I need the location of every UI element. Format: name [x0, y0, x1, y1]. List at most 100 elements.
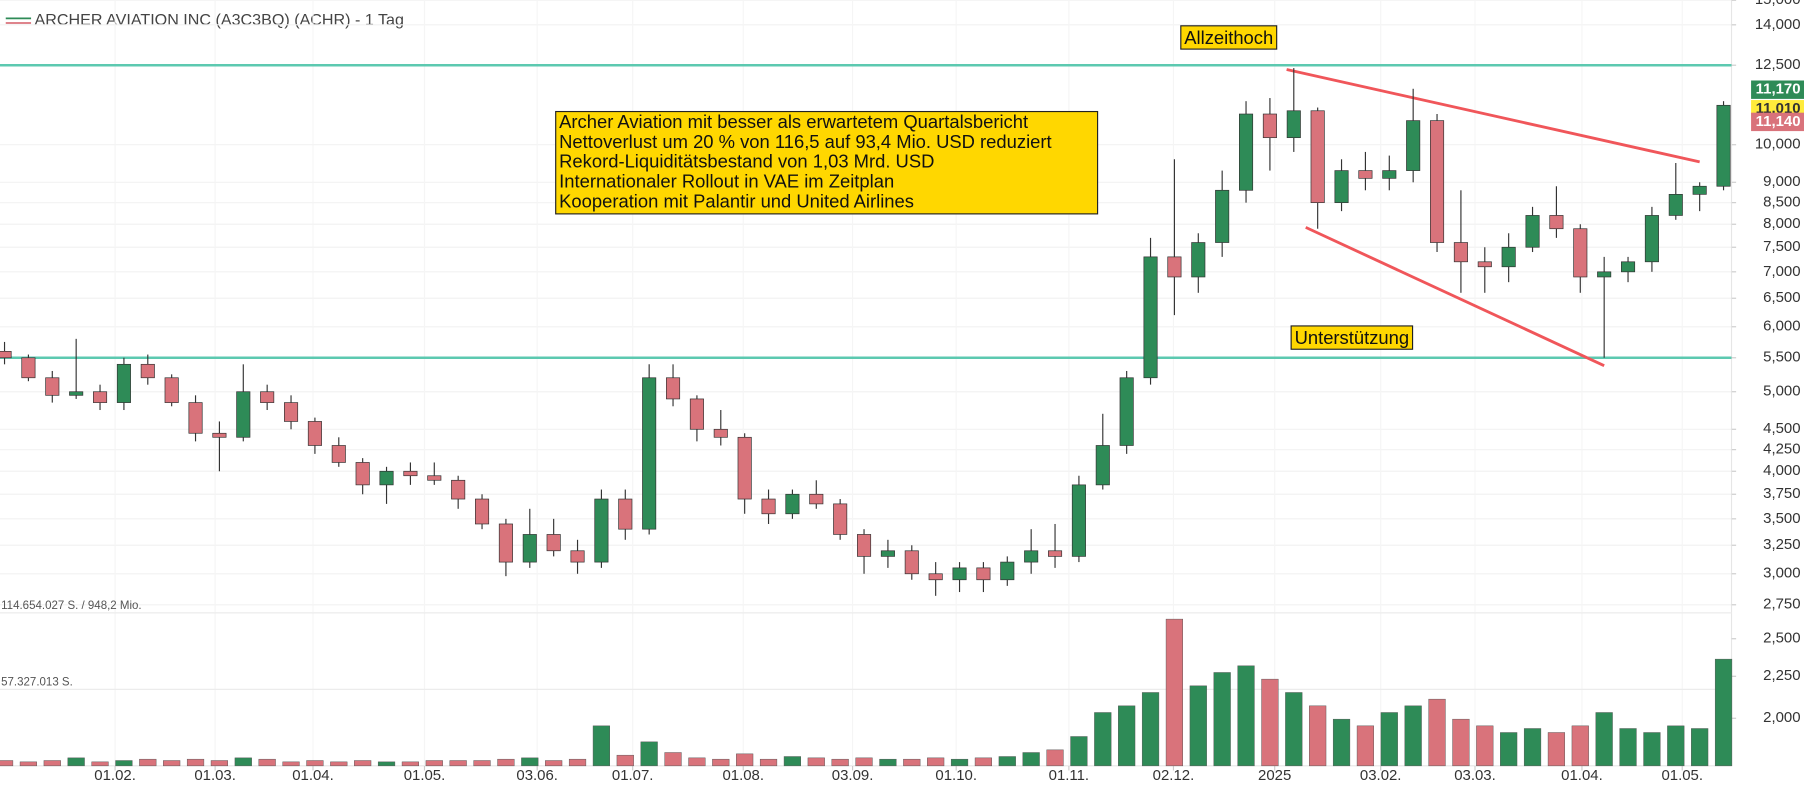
- candle-body: [1573, 228, 1588, 278]
- volume-bar: [688, 757, 706, 767]
- volume-bar: [521, 757, 539, 767]
- volume-bar: [449, 760, 467, 767]
- volume-bar: [1428, 698, 1446, 767]
- y-tick-label: 4,500: [1763, 420, 1800, 437]
- volume-bar: [879, 758, 897, 767]
- candle-body: [1644, 215, 1659, 263]
- volume-bar: [1571, 725, 1589, 767]
- volume-bar: [1547, 732, 1566, 767]
- y-tick-label: 3,000: [1763, 565, 1800, 582]
- trend-line: [1305, 226, 1605, 367]
- x-tick-label: 01.05.: [1661, 767, 1703, 784]
- volume-bar: [139, 758, 157, 767]
- level-label-box: [1290, 325, 1414, 350]
- candle-body: [427, 475, 442, 481]
- volume-bar: [998, 756, 1016, 767]
- volume-bar: [91, 761, 109, 767]
- volume-bar: [1619, 728, 1637, 767]
- price-tag-label: 11,170: [1756, 81, 1801, 98]
- candle-body: [642, 377, 657, 530]
- volume-tick-label: 57.327.013 S.: [1, 677, 73, 689]
- level-label: Allzeithoch: [1184, 27, 1273, 48]
- volume-bar: [974, 757, 993, 767]
- candle-body: [1334, 170, 1349, 203]
- volume-bar: [1165, 618, 1184, 767]
- annotation-box: [555, 110, 1099, 215]
- volume-bar: [616, 754, 634, 767]
- volume-tick-label: 114.654.027 S. / 948,2 Mio.: [1, 600, 141, 612]
- volume-bar: [831, 758, 849, 767]
- candle-body: [857, 534, 872, 557]
- volume-bar: [1476, 725, 1494, 767]
- volume-bar: [1309, 705, 1327, 767]
- x-tick-label: 03.02.: [1360, 767, 1402, 784]
- volume-bar: [1046, 749, 1064, 767]
- annotation-line: Internationaler Rollout in VAE im Zeitpl…: [559, 171, 894, 192]
- candle-body: [1453, 242, 1468, 263]
- volume-bar: [1667, 725, 1685, 767]
- candle-body: [1501, 246, 1516, 268]
- x-tick-label: 03.09.: [832, 767, 874, 784]
- level-label-box: [1180, 25, 1278, 50]
- volume-bar: [210, 760, 228, 767]
- volume-bar: [43, 760, 61, 767]
- y-tick-label: 14,000: [1755, 16, 1801, 33]
- candle-body: [355, 462, 370, 486]
- candle-body: [260, 391, 275, 403]
- candle-body: [1000, 561, 1015, 581]
- volume-bar: [258, 758, 276, 767]
- volume-bar: [1332, 718, 1351, 767]
- y-tick-label: 2,250: [1763, 667, 1800, 684]
- candle-body: [1358, 170, 1373, 179]
- candle-body: [379, 470, 394, 486]
- candle-body: [69, 391, 84, 396]
- y-tick-label: 9,000: [1763, 173, 1800, 190]
- candle-body: [833, 503, 848, 535]
- candle-body: [1239, 113, 1254, 191]
- candle-body: [928, 573, 943, 581]
- y-tick-label: 7,000: [1763, 263, 1800, 280]
- candle-body: [116, 363, 131, 403]
- candle-body: [93, 391, 108, 403]
- candle-body: [1071, 484, 1086, 557]
- candle-body: [1525, 215, 1540, 248]
- volume-bar: [1285, 692, 1303, 767]
- candle-body: [1048, 550, 1063, 557]
- volume-bar: [1714, 658, 1733, 767]
- volume-bar: [1523, 728, 1542, 767]
- volume-bar: [903, 758, 921, 767]
- volume-bar: [306, 760, 324, 767]
- candle-body: [737, 436, 752, 500]
- y-tick-label: 2,000: [1763, 709, 1800, 726]
- candle-body: [713, 428, 728, 438]
- chart-title: ARCHER AVIATION INC (A3C3BQ) (ACHR) - 1 …: [35, 11, 404, 29]
- y-tick-label: 7,500: [1763, 238, 1800, 255]
- candle-body: [236, 391, 251, 438]
- volume-bar: [927, 757, 945, 767]
- candle-body: [1024, 550, 1039, 563]
- candle-body: [546, 534, 561, 552]
- candle-body: [1167, 256, 1182, 278]
- candle-body: [1143, 256, 1158, 379]
- candle-body: [475, 498, 490, 525]
- candle-body: [689, 398, 704, 430]
- y-tick-label: 4,000: [1763, 462, 1800, 479]
- y-tick-label: 2,750: [1763, 596, 1800, 613]
- candle-body: [403, 470, 418, 477]
- volume-bar: [1237, 665, 1255, 767]
- candle-body: [1215, 189, 1230, 243]
- volume-bar: [664, 752, 682, 767]
- x-tick-label: 01.04.: [1561, 767, 1603, 784]
- candle-body: [952, 567, 967, 581]
- candle-body: [1382, 170, 1397, 179]
- x-tick-label: 01.10.: [935, 767, 977, 784]
- y-tick-label: 10,000: [1755, 136, 1801, 153]
- annotation: Archer Aviation mit besser als erwartete…: [555, 110, 1099, 215]
- candle-body: [1119, 377, 1134, 446]
- volume-bar: [401, 761, 419, 767]
- y-tick-label: 6,500: [1763, 289, 1800, 306]
- y-tick-label: 3,250: [1763, 536, 1800, 553]
- candle-body: [1716, 104, 1731, 187]
